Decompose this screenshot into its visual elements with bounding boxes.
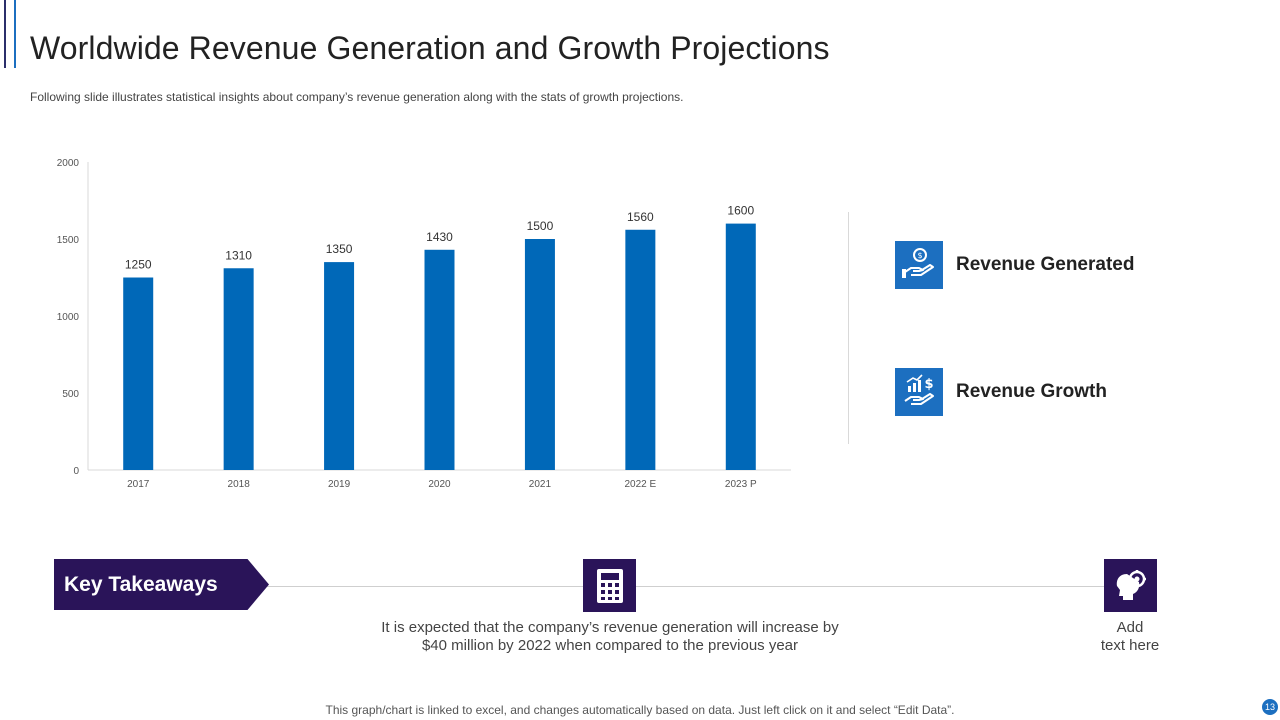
svg-text:$: $ xyxy=(924,377,933,392)
takeaway-text-2: Add text here xyxy=(1080,619,1180,655)
bar-value-label: 1560 xyxy=(627,210,654,224)
y-tick-label: 1500 xyxy=(57,235,80,246)
bar[interactable] xyxy=(223,268,254,470)
bar-value-label: 1600 xyxy=(727,204,754,218)
y-tick-label: 2000 xyxy=(57,158,80,169)
x-tick-label: 2021 xyxy=(529,479,552,490)
legend-label: Revenue Generated xyxy=(956,254,1135,275)
accent-bar-dark xyxy=(4,0,6,68)
bar[interactable] xyxy=(524,239,555,470)
calculator-icon xyxy=(583,559,636,612)
x-tick-label: 2023 P xyxy=(725,479,757,490)
takeaway-text-1-line1: It is expected that the company’s revenu… xyxy=(381,619,839,636)
bar-value-label: 1250 xyxy=(125,258,152,272)
bar[interactable] xyxy=(324,262,355,470)
accent-bar-light xyxy=(14,0,16,68)
hand-coin-icon: $ xyxy=(895,241,943,289)
legend-label: Revenue Growth xyxy=(956,381,1107,402)
key-takeaways-tag: Key Takeaways xyxy=(54,559,269,610)
hand-growth-chart-icon: $ xyxy=(895,368,943,416)
x-tick-label: 2017 xyxy=(127,479,150,490)
legend-item-revenue-growth: $ Revenue Growth xyxy=(895,368,1107,416)
page-number: 13 xyxy=(1262,699,1278,715)
takeaway-text-1-line2: $40 million by 2022 when compared to the… xyxy=(421,637,799,654)
head-gear-icon xyxy=(1104,559,1157,612)
vertical-divider xyxy=(848,212,849,444)
bar[interactable] xyxy=(725,223,756,470)
x-tick-label: 2020 xyxy=(428,479,451,490)
bar[interactable] xyxy=(625,229,656,470)
page-subtitle: Following slide illustrates statistical … xyxy=(30,90,684,104)
key-takeaways-heading: Key Takeaways xyxy=(64,572,218,596)
bar-value-label: 1310 xyxy=(225,248,252,262)
takeaway-text-2-line2: text here xyxy=(1100,637,1160,654)
y-tick-label: 0 xyxy=(73,466,79,477)
takeaways-connector-line xyxy=(265,586,1145,587)
bar-value-label: 1430 xyxy=(426,230,453,244)
page-title: Worldwide Revenue Generation and Growth … xyxy=(30,30,830,66)
footer-note: This graph/chart is linked to excel, and… xyxy=(325,703,955,717)
revenue-bar-chart[interactable]: 0 500 1000 1500 2000 1250 2017 1310 2018 1350 2019… xyxy=(40,145,810,505)
x-tick-label: 2018 xyxy=(228,479,251,490)
takeaway-text-2-line1: Add xyxy=(1116,619,1144,636)
y-tick-label: 1000 xyxy=(57,312,80,323)
svg-text:$: $ xyxy=(917,251,922,260)
x-tick-label: 2022 E xyxy=(625,479,657,490)
legend-item-revenue-generated: $ Revenue Generated xyxy=(895,241,1134,289)
x-tick-label: 2019 xyxy=(328,479,351,490)
bar[interactable] xyxy=(424,249,455,470)
y-tick-label: 500 xyxy=(62,389,79,400)
bar-value-label: 1350 xyxy=(326,242,353,256)
takeaway-text-1: It is expected that the company’s revenu… xyxy=(360,619,860,655)
bar-value-label: 1500 xyxy=(527,219,554,233)
bar[interactable] xyxy=(123,277,154,471)
